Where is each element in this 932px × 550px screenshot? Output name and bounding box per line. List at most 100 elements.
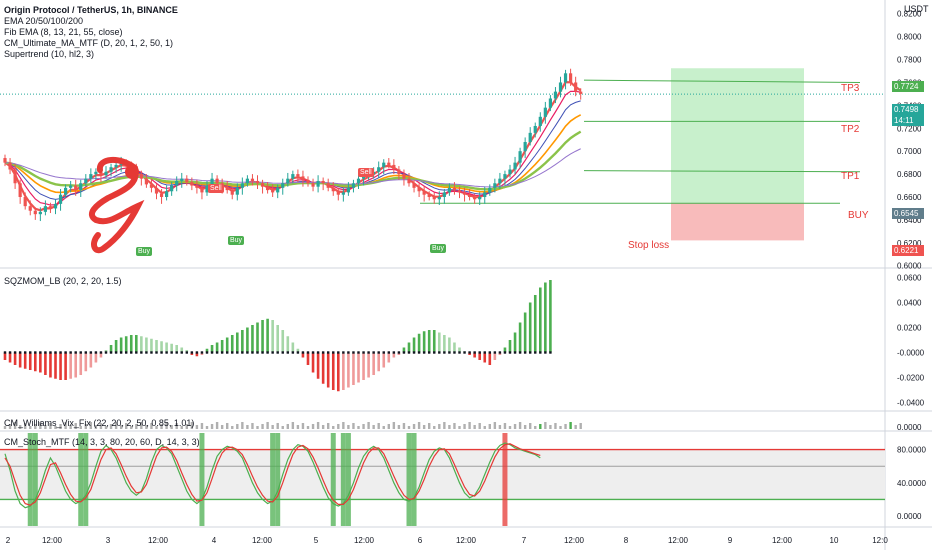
momentum-bar [281,330,285,353]
stoch-buy-column [32,433,38,526]
squeeze-dot [266,351,269,354]
vixfix-bar [175,423,178,429]
momentum-bar [412,337,416,353]
momentum-bar [145,337,148,353]
squeeze-dot [286,351,289,354]
vixfix-bar [215,422,219,429]
stoch-buy-column [411,433,417,526]
momentum-tick-label: 0.0200 [897,324,922,333]
vixfix-bar [160,424,163,429]
momentum-bar [432,330,436,353]
momentum-bar [549,280,552,353]
squeeze-dot [549,351,552,354]
candle-body [569,73,573,83]
candle-body [74,185,78,191]
momentum-bar [539,287,542,353]
squeeze-dot [342,351,345,354]
squeeze-dot [215,351,219,354]
vixfix-bar [523,425,527,429]
vixfix-bar [220,425,224,429]
candle-body [488,187,492,193]
vixfix-bar [104,426,108,429]
time-tick-label: 8 [624,536,629,545]
squeeze-dot [13,351,17,354]
squeeze-dot [150,351,153,354]
squeeze-dot [29,351,32,354]
stoch-buy-column [27,433,33,526]
vixfix-bar [125,423,128,429]
candle-body [144,178,148,185]
squeeze-dot [337,351,340,354]
vixfix-bar [382,426,385,429]
squeeze-dot [296,351,300,354]
vixfix-bar [539,424,542,429]
squeeze-dot [291,351,295,354]
squeeze-dot [54,351,57,354]
momentum-bar [276,325,279,353]
candle-body [114,164,118,168]
candle-body [326,183,330,188]
candle-body [351,183,356,188]
stoch-buy-column [275,433,281,526]
squeeze-dot [327,351,330,354]
time-tick-label: 12:00 [42,536,63,545]
squeeze-dot [523,351,527,354]
vixfix-bar [301,423,305,429]
momentum-bar [3,352,7,360]
candle-body [306,179,310,184]
candle-body [412,183,416,188]
candle-body [3,158,7,163]
vixfix-bar [195,425,199,429]
legend-williams: CM_Williams_Vix_Fix (22, 20, 2, 50, 0.85… [4,418,195,428]
squeeze-dot [392,351,396,354]
symbol-title: Origin Protocol / TetherUS, 1h, BINANCE [4,5,178,15]
legend-fib-ema: Fib EMA (8, 13, 21, 55, close) [4,27,123,37]
buy-label: BUY [848,210,869,221]
momentum-bar [39,352,42,373]
legend-ema: EMA 20/50/100/200 [4,16,84,26]
vixfix-bar [296,425,300,429]
candle-body [579,91,583,94]
vixfix-bar [559,426,562,429]
candle-body [245,178,249,184]
vixfix-bar [114,422,118,429]
vixfix-bar [377,423,380,429]
candle-body [13,169,17,184]
squeeze-dot [89,351,93,354]
candle-body [33,210,37,215]
momentum-bar [382,352,386,368]
vixfix-bar [448,425,451,429]
vixfix-bar [417,422,421,429]
candle-body [382,162,386,168]
momentum-bar [44,352,47,375]
vixfix-bar [503,423,507,429]
vixfix-bar [241,422,244,429]
candle-body [215,178,219,184]
squeeze-dot [463,351,466,354]
vixfix-bar [130,426,133,429]
vixfix-bar [286,424,289,429]
momentum-bar [150,338,153,353]
squeeze-dot [109,351,113,354]
vixfix-bar [226,423,229,429]
momentum-bar [528,302,532,353]
price-tick-label: 0.8000 [897,33,922,42]
squeeze-dot [79,351,82,354]
currency-label: USDT [904,4,929,14]
vixfix-bar [84,424,87,429]
candle-body [341,192,345,195]
vixfix-bar [352,423,355,429]
squeeze-dot [352,351,355,354]
squeeze-dot [185,351,188,354]
stoch-buy-column [330,433,336,526]
tp3-price-tag: 0.7724 [892,81,924,92]
squeeze-dot [18,351,22,354]
squeeze-dot [493,351,497,354]
momentum-bar [392,352,396,358]
candle-body [89,174,93,179]
momentum-bar [49,352,52,378]
time-tick-label: 12:00 [668,536,689,545]
squeeze-dot [387,351,390,354]
momentum-bar [160,341,163,353]
momentum-bar [544,282,547,353]
